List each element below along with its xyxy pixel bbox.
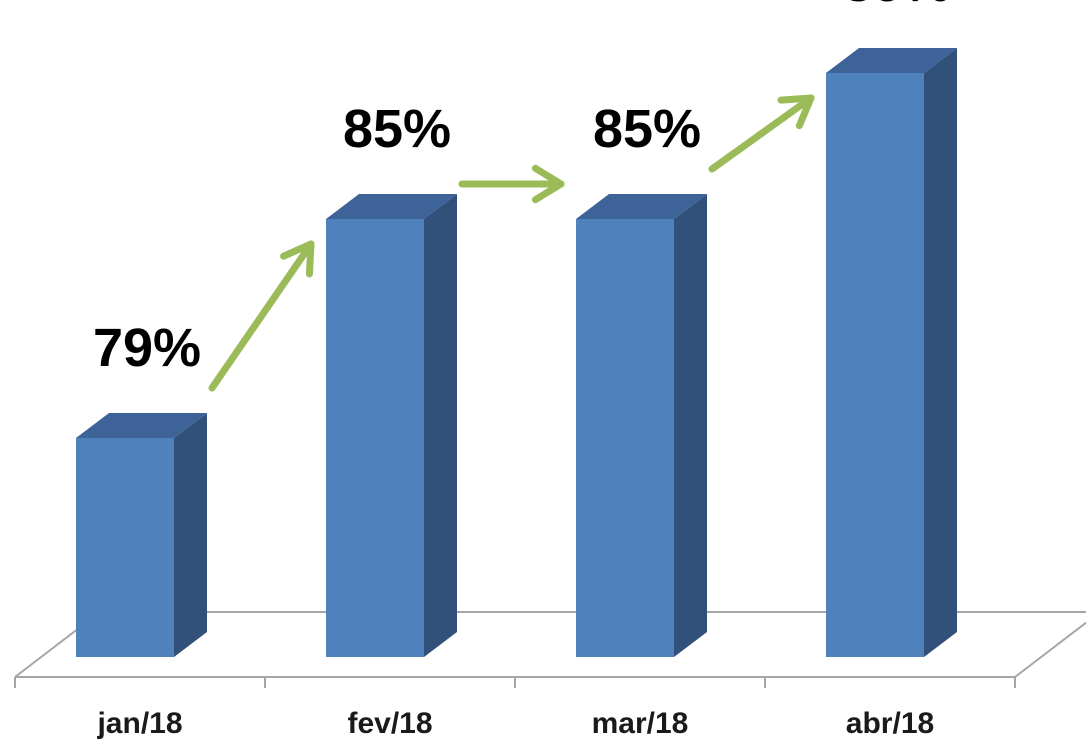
trend-arrow-icon (708, 94, 815, 173)
chart-floor-outline (14, 611, 1086, 678)
data-label: 85% (343, 99, 451, 159)
data-label: 89% (843, 0, 951, 13)
bars-group (76, 48, 957, 657)
trend-arrow-head (777, 94, 815, 130)
x-tick-label: abr/18 (846, 707, 934, 740)
trend-arrow-shaft (208, 240, 315, 392)
trend-arrow-shaft (708, 94, 815, 173)
x-tick-label: mar/18 (592, 707, 689, 740)
bar-top-face (576, 194, 707, 219)
trend-arrow-head (531, 164, 565, 204)
x-tick-label: jan/18 (96, 707, 182, 740)
bar-front-face (326, 219, 424, 657)
x-tick-label: fev/18 (347, 707, 432, 740)
trend-arrow-icon (458, 164, 565, 204)
bar-top-face (826, 48, 957, 73)
data-labels-group: 79% 85% 85% 89% (93, 0, 951, 378)
bar-front-face (76, 438, 174, 657)
bar-front-face (826, 73, 924, 657)
chart-floor (14, 611, 1086, 688)
bar-jan-18 (76, 413, 207, 657)
bar-abr-18 (826, 48, 957, 657)
data-label: 79% (93, 318, 201, 378)
data-label: 85% (593, 99, 701, 159)
bar-mar-18 (576, 194, 707, 657)
bar-side-face (174, 413, 207, 657)
bar-top-face (326, 194, 457, 219)
trend-arrow-icon (208, 240, 315, 392)
bar-top-face (76, 413, 207, 438)
trend-arrow-head (280, 240, 315, 278)
x-axis-ticks-group: jan/18 fev/18 mar/18 abr/18 (96, 707, 934, 740)
trend-arrows-group (208, 94, 815, 392)
bar-side-face (924, 48, 957, 657)
bar-front-face (576, 219, 674, 657)
bar-side-face (674, 194, 707, 657)
bar-fev-18 (326, 194, 457, 657)
bar-side-face (424, 194, 457, 657)
